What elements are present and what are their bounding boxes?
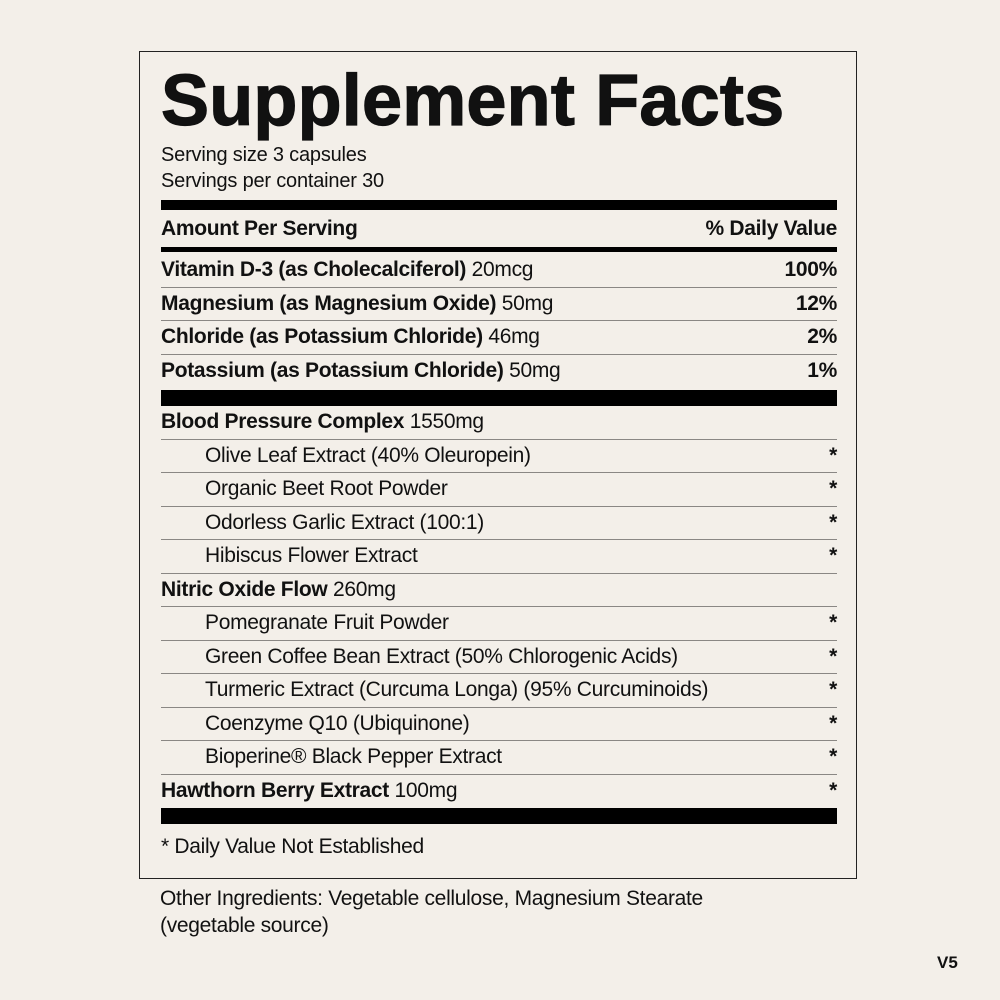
divider-medium <box>161 247 837 252</box>
column-header: Amount Per Serving % Daily Value <box>161 210 837 247</box>
ingredient-name: Turmeric Extract (Curcuma Longa) (95% Cu… <box>205 678 709 702</box>
standalone-name: Hawthorn Berry Extract <box>161 779 389 803</box>
ingredient-dv: * <box>829 510 837 534</box>
nutrient-amount: 50mg <box>509 359 561 383</box>
ingredient-name: Bioperine® Black Pepper Extract <box>205 745 502 769</box>
supplement-facts-panel: Supplement Facts Serving size 3 capsules… <box>139 51 857 879</box>
servings-per-container: Servings per container 30 <box>161 170 384 192</box>
blend-amount: 1550mg <box>409 410 484 434</box>
nutrient-dv: 2% <box>807 325 837 349</box>
ingredient-row: Coenzyme Q10 (Ubiquinone) * <box>161 708 837 741</box>
ingredient-name: Green Coffee Bean Extract (50% Chlorogen… <box>205 644 678 668</box>
nutrient-dv: 1% <box>807 359 837 383</box>
other-ingredients-line: Other Ingredients: Vegetable cellulose, … <box>160 887 703 910</box>
ingredient-dv: * <box>829 544 837 568</box>
other-ingredients-line: (vegetable source) <box>160 914 329 937</box>
ingredient-dv: * <box>829 477 837 501</box>
nutrient-dv: 12% <box>795 291 837 315</box>
ingredient-dv: * <box>829 443 837 467</box>
nutrient-name: Potassium (as Potassium Chloride) <box>161 359 504 383</box>
ingredient-row: Turmeric Extract (Curcuma Longa) (95% Cu… <box>161 674 837 708</box>
version-label: V5 <box>937 953 958 972</box>
serving-size: Serving size 3 capsules <box>161 144 367 166</box>
ingredient-row: Olive Leaf Extract (40% Oleuropein) * <box>161 440 837 473</box>
blend-name: Blood Pressure Complex <box>161 410 405 434</box>
ingredient-dv: * <box>829 644 837 668</box>
nutrient-amount: 46mg <box>488 325 540 349</box>
ingredient-name: Coenzyme Q10 (Ubiquinone) <box>205 711 470 735</box>
ingredient-dv: * <box>829 678 837 702</box>
divider-thick <box>161 390 837 406</box>
ingredient-row: Organic Beet Root Powder * <box>161 473 837 507</box>
nutrient-row: Vitamin D-3 (as Cholecalciferol) 20mcg 10… <box>161 254 837 288</box>
ingredient-dv: * <box>829 745 837 769</box>
ingredient-name: Odorless Garlic Extract (100:1) <box>205 510 484 534</box>
blend-row: Blood Pressure Complex 1550mg <box>161 406 837 440</box>
nutrient-row: Potassium (as Potassium Chloride) 50mg 1% <box>161 355 837 389</box>
nutrient-dv: 100% <box>784 258 837 282</box>
blend-row: Nitric Oxide Flow 260mg <box>161 574 837 607</box>
ingredient-name: Organic Beet Root Powder <box>205 477 448 501</box>
nutrient-name: Chloride (as Potassium Chloride) <box>161 325 483 349</box>
nutrient-row: Magnesium (as Magnesium Oxide) 50mg 12% <box>161 288 837 321</box>
nutrient-amount: 50mg <box>501 291 554 315</box>
ingredient-row: Hibiscus Flower Extract * <box>161 540 837 574</box>
other-ingredients: Other Ingredients: Vegetable cellulose, … <box>160 885 860 939</box>
nutrient-amount: 20mcg <box>471 258 534 282</box>
ingredient-row: Odorless Garlic Extract (100:1) * <box>161 507 837 540</box>
standalone-amount: 100mg <box>394 779 458 803</box>
ingredient-row: Pomegranate Fruit Powder * <box>161 607 837 641</box>
ingredient-name: Pomegranate Fruit Powder <box>205 611 449 635</box>
nutrient-name: Magnesium (as Magnesium Oxide) <box>161 291 497 315</box>
standalone-dv: * <box>829 779 837 803</box>
header-daily-value: % Daily Value <box>705 216 837 240</box>
ingredient-name: Olive Leaf Extract (40% Oleuropein) <box>205 443 531 467</box>
blend-amount: 260mg <box>332 577 396 601</box>
divider-thick <box>161 808 837 824</box>
divider-thick <box>161 200 837 210</box>
ingredient-dv: * <box>829 611 837 635</box>
nutrient-row: Chloride (as Potassium Chloride) 46mg 2% <box>161 321 837 355</box>
standalone-row: Hawthorn Berry Extract 100mg * <box>161 775 837 809</box>
ingredient-row: Green Coffee Bean Extract (50% Chlorogen… <box>161 641 837 674</box>
ingredient-dv: * <box>829 711 837 735</box>
header-amount: Amount Per Serving <box>161 216 358 240</box>
footnote: * Daily Value Not Established <box>161 835 424 858</box>
ingredient-name: Hibiscus Flower Extract <box>205 544 418 568</box>
panel-title: Supplement Facts <box>160 60 785 141</box>
blend-name: Nitric Oxide Flow <box>161 577 328 601</box>
nutrient-name: Vitamin D-3 (as Cholecalciferol) <box>161 258 467 282</box>
ingredient-row: Bioperine® Black Pepper Extract * <box>161 741 837 775</box>
